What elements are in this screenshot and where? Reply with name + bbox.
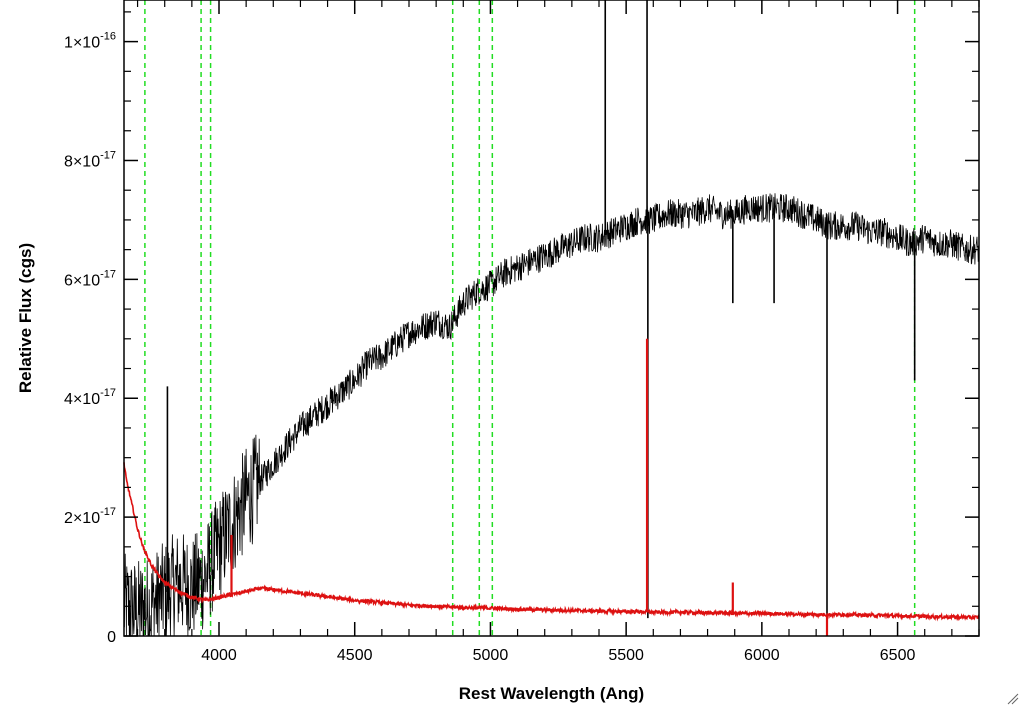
x-tick-label: 5500	[608, 647, 644, 664]
y-tick-labels: 0 2×10-17 4×10-17 6×10-17 8×10-17 1×10-16	[64, 31, 116, 646]
x-tick-label: 4500	[337, 647, 373, 664]
series-line-0	[123, 193, 980, 637]
x-tick-label: 5000	[473, 647, 509, 664]
y-tick-label: 6×10-17	[64, 268, 116, 289]
y-tick-label: 0	[107, 629, 116, 646]
series-layer	[123, 0, 980, 637]
x-tick-label: 6000	[744, 647, 780, 664]
y-tick-label: 8×10-17	[64, 149, 116, 170]
y-axis-label: Relative Flux (cgs)	[16, 243, 35, 393]
series-line-1	[123, 462, 980, 622]
x-tick-labels: 4000 4500 5000 5500 6000 6500	[201, 647, 915, 664]
y-tick-label: 2×10-17	[64, 506, 116, 527]
x-axis-label: Rest Wavelength (Ang)	[459, 684, 644, 703]
axis-ticks	[124, 0, 980, 637]
y-tick-label: 4×10-17	[64, 387, 116, 408]
x-tick-label: 6500	[880, 647, 916, 664]
x-tick-label: 4000	[201, 647, 237, 664]
plot-frame	[123, 0, 980, 637]
reference-lines	[144, 0, 916, 636]
resize-grip-icon[interactable]	[1007, 693, 1019, 705]
y-tick-label: 1×10-16	[64, 31, 116, 52]
